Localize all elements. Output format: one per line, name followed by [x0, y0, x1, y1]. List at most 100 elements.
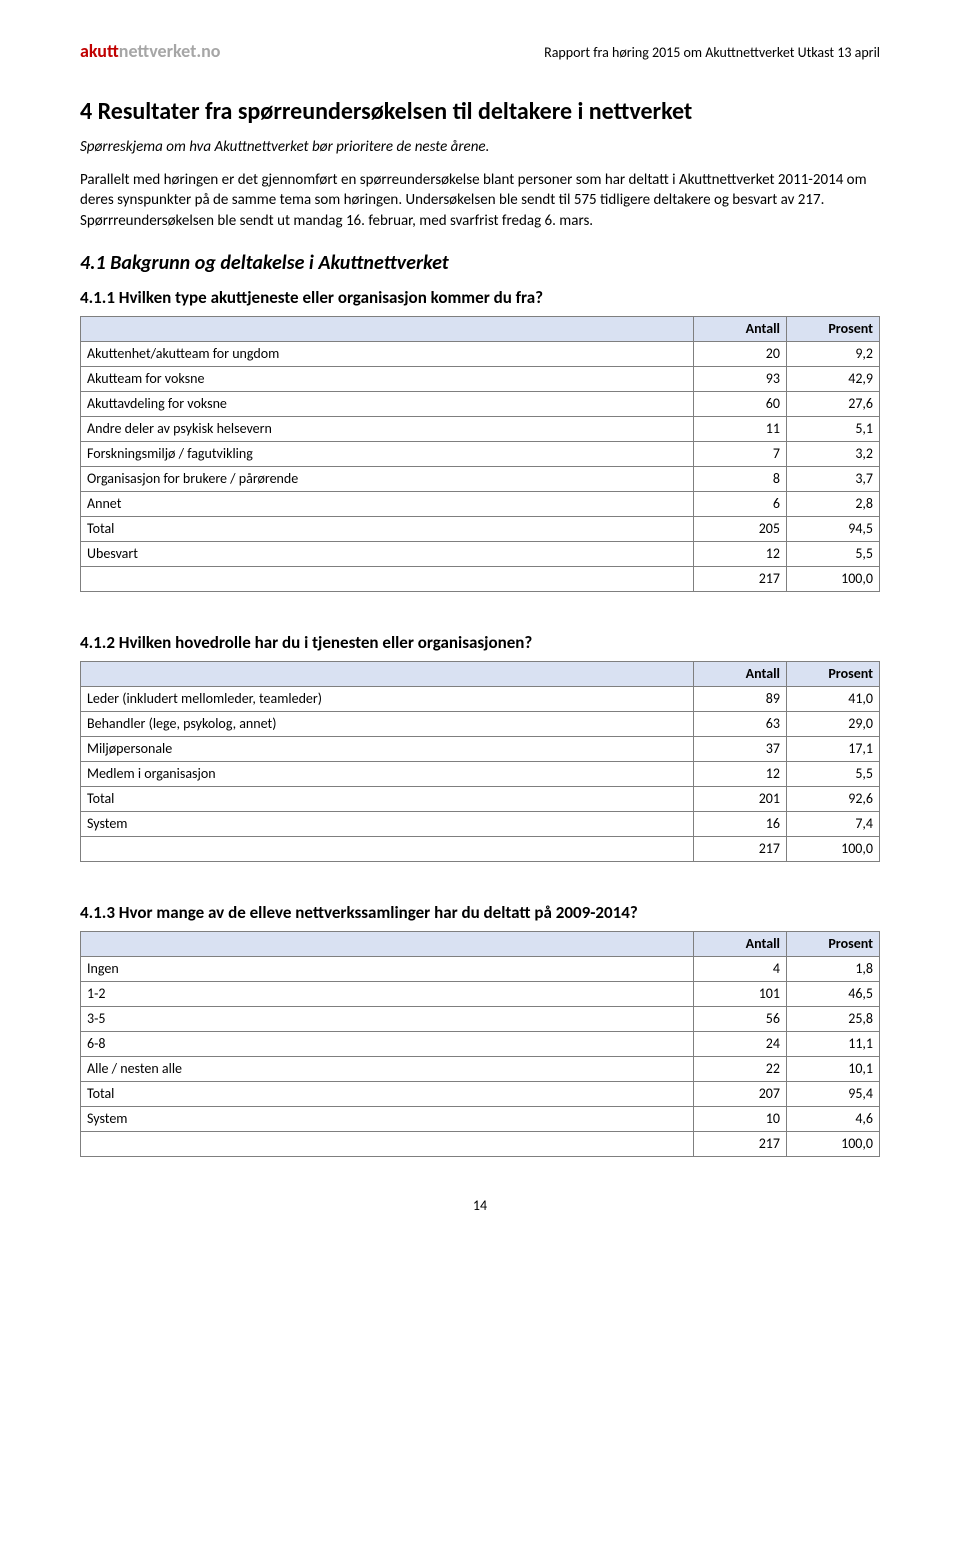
cell-antall: 201: [694, 786, 787, 811]
cell-prosent: 3,7: [787, 466, 880, 491]
col-prosent: Prosent: [787, 316, 880, 341]
cell-prosent: 25,8: [787, 1006, 880, 1031]
table-header-row: Antall Prosent: [81, 316, 880, 341]
table-row: Medlem i organisasjon 12 5,5: [81, 761, 880, 786]
cell-prosent: 92,6: [787, 786, 880, 811]
table-row: Annet 6 2,8: [81, 491, 880, 516]
table-row: Behandler (lege, psykolog, annet) 63 29,…: [81, 711, 880, 736]
cell-prosent: 100,0: [787, 1131, 880, 1156]
col-prosent: Prosent: [787, 661, 880, 686]
table-row: Forskningsmiljø / fagutvikling 7 3,2: [81, 441, 880, 466]
document-title: Rapport fra høring 2015 om Akuttnettverk…: [544, 44, 880, 61]
col-antall: Antall: [694, 316, 787, 341]
table-row: Miljøpersonale 37 17,1: [81, 736, 880, 761]
intro-text: Spørreskjema om hva Akuttnettverket bør …: [80, 138, 880, 156]
cell-prosent: 11,1: [787, 1031, 880, 1056]
body-paragraph: Parallelt med høringen er det gjennomfør…: [80, 170, 880, 231]
cell-prosent: 2,8: [787, 491, 880, 516]
cell-antall: 217: [694, 566, 787, 591]
cell-prosent: 10,1: [787, 1056, 880, 1081]
table-row: 217 100,0: [81, 566, 880, 591]
col-prosent: Prosent: [787, 931, 880, 956]
cell-antall: 8: [694, 466, 787, 491]
table-row: Alle / nesten alle 22 10,1: [81, 1056, 880, 1081]
table-1-body: Akuttenhet/akutteam for ungdom 20 9,2 Ak…: [81, 341, 880, 591]
cell-prosent: 29,0: [787, 711, 880, 736]
col-blank: [81, 931, 694, 956]
cell-label: Total: [81, 1081, 694, 1106]
cell-label: Alle / nesten alle: [81, 1056, 694, 1081]
table-1: Antall Prosent Akuttenhet/akutteam for u…: [80, 316, 880, 592]
table-row: Organisasjon for brukere / pårørende 8 3…: [81, 466, 880, 491]
cell-label: 1-2: [81, 981, 694, 1006]
site-logo: akuttnettverket.no: [80, 40, 220, 62]
cell-antall: 63: [694, 711, 787, 736]
cell-prosent: 41,0: [787, 686, 880, 711]
table-row: Leder (inkludert mellomleder, teamleder)…: [81, 686, 880, 711]
page-number: 14: [80, 1197, 880, 1214]
cell-prosent: 42,9: [787, 366, 880, 391]
cell-antall: 24: [694, 1031, 787, 1056]
table-row: 217 100,0: [81, 836, 880, 861]
cell-prosent: 5,1: [787, 416, 880, 441]
cell-antall: 60: [694, 391, 787, 416]
cell-label: Ubesvart: [81, 541, 694, 566]
cell-antall: 205: [694, 516, 787, 541]
cell-label: Akuttavdeling for voksne: [81, 391, 694, 416]
table-row: 217 100,0: [81, 1131, 880, 1156]
logo-part-akutt: akutt: [80, 40, 119, 62]
table-row: 6-8 24 11,1: [81, 1031, 880, 1056]
table-row: Ubesvart 12 5,5: [81, 541, 880, 566]
cell-antall: 6: [694, 491, 787, 516]
cell-label: 6-8: [81, 1031, 694, 1056]
cell-antall: 93: [694, 366, 787, 391]
cell-label: System: [81, 1106, 694, 1131]
col-antall: Antall: [694, 931, 787, 956]
cell-prosent: 100,0: [787, 836, 880, 861]
table-row: Akutteam for voksne 93 42,9: [81, 366, 880, 391]
cell-label: 3-5: [81, 1006, 694, 1031]
table-row: Total 205 94,5: [81, 516, 880, 541]
cell-label: Total: [81, 516, 694, 541]
cell-prosent: 1,8: [787, 956, 880, 981]
table-3-body: Ingen 4 1,8 1-2 101 46,5 3-5 56 25,8 6-8…: [81, 956, 880, 1156]
cell-label: Annet: [81, 491, 694, 516]
cell-antall: 7: [694, 441, 787, 466]
cell-label: Medlem i organisasjon: [81, 761, 694, 786]
cell-prosent: 17,1: [787, 736, 880, 761]
cell-label: Akutteam for voksne: [81, 366, 694, 391]
col-blank: [81, 316, 694, 341]
cell-antall: 16: [694, 811, 787, 836]
cell-label: Organisasjon for brukere / pårørende: [81, 466, 694, 491]
cell-antall: 12: [694, 541, 787, 566]
cell-label: Forskningsmiljø / fagutvikling: [81, 441, 694, 466]
cell-label: Ingen: [81, 956, 694, 981]
cell-label: Behandler (lege, psykolog, annet): [81, 711, 694, 736]
section-3-title: 4.1.3 Hvor mange av de elleve nettverkss…: [80, 902, 880, 923]
cell-antall: 37: [694, 736, 787, 761]
section-1-title: 4.1.1 Hvilken type akuttjeneste eller or…: [80, 287, 880, 308]
cell-antall: 217: [694, 1131, 787, 1156]
cell-antall: 89: [694, 686, 787, 711]
cell-prosent: 94,5: [787, 516, 880, 541]
cell-label: [81, 1131, 694, 1156]
table-row: Akuttenhet/akutteam for ungdom 20 9,2: [81, 341, 880, 366]
table-row: Akuttavdeling for voksne 60 27,6: [81, 391, 880, 416]
cell-antall: 56: [694, 1006, 787, 1031]
cell-label: Total: [81, 786, 694, 811]
table-row: Total 201 92,6: [81, 786, 880, 811]
cell-label: Leder (inkludert mellomleder, teamleder): [81, 686, 694, 711]
cell-antall: 101: [694, 981, 787, 1006]
cell-prosent: 5,5: [787, 541, 880, 566]
cell-prosent: 4,6: [787, 1106, 880, 1131]
cell-label: System: [81, 811, 694, 836]
table-header-row: Antall Prosent: [81, 661, 880, 686]
heading-2: 4.1 Bakgrunn og deltakelse i Akuttnettve…: [80, 251, 880, 275]
cell-label: [81, 836, 694, 861]
page-header: akuttnettverket.no Rapport fra høring 20…: [80, 40, 880, 62]
cell-label: Andre deler av psykisk helsevern: [81, 416, 694, 441]
table-row: 3-5 56 25,8: [81, 1006, 880, 1031]
cell-label: Miljøpersonale: [81, 736, 694, 761]
cell-antall: 217: [694, 836, 787, 861]
cell-antall: 12: [694, 761, 787, 786]
